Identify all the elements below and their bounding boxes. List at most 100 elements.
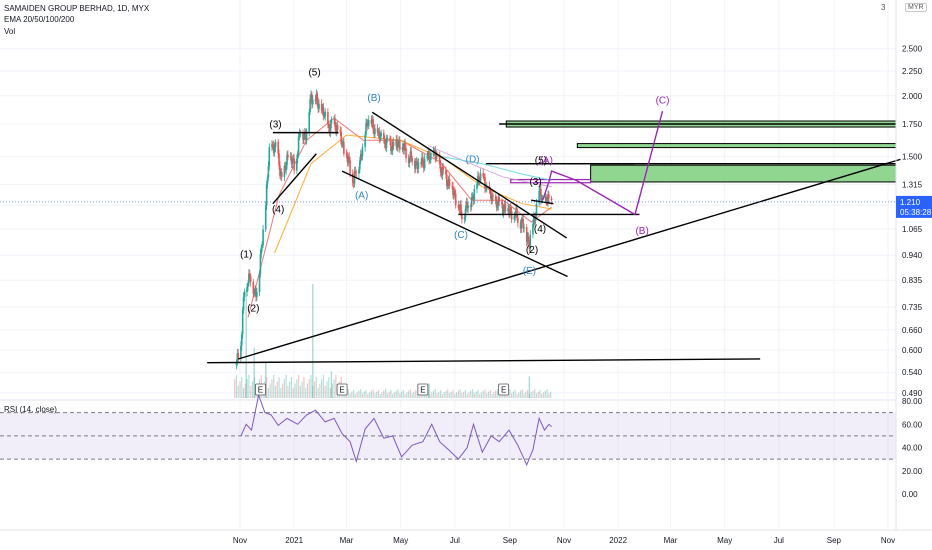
volume-bar: [438, 391, 440, 398]
volume-spike: [245, 290, 247, 398]
candle-body: [391, 141, 394, 151]
candle-body: [360, 154, 363, 157]
candle-body: [489, 189, 492, 195]
volume-bar: [246, 379, 248, 398]
candle-body: [447, 178, 450, 185]
candle-body: [359, 154, 362, 161]
candle-body: [422, 163, 425, 169]
candle-body: [318, 103, 320, 110]
candle-body: [539, 188, 541, 191]
volume-spike: [528, 376, 531, 398]
volume-bar: [413, 391, 415, 398]
candle-body: [297, 136, 300, 154]
volume-bar: [550, 391, 552, 398]
candle-body: [345, 153, 348, 156]
candle-body: [383, 138, 386, 144]
candle-body: [366, 122, 368, 124]
volume-legend[interactable]: Vol: [4, 27, 16, 36]
candle-body: [240, 334, 243, 346]
volume-bar: [395, 390, 397, 398]
candle-body: [258, 274, 261, 293]
candle-body: [392, 141, 395, 147]
candle-body: [458, 207, 461, 210]
volume-bar: [266, 377, 268, 398]
candle-body: [421, 157, 423, 164]
currency-badge[interactable]: MYR: [905, 3, 927, 12]
volume-spike: [253, 347, 255, 398]
wave-label: (A): [540, 156, 553, 167]
volume-bar: [511, 393, 513, 398]
trend-line: [371, 111, 568, 239]
candle-body: [343, 142, 345, 154]
volume-bar: [455, 392, 458, 398]
volume-bar: [525, 391, 527, 398]
candle-body: [525, 227, 528, 243]
candle-body: [334, 118, 336, 127]
candle-body: [327, 123, 330, 129]
volume-bar: [521, 389, 523, 398]
candle-body: [396, 139, 398, 148]
volume-bar: [335, 374, 337, 398]
volume-bar: [537, 391, 539, 398]
rsi-legend[interactable]: RSI (14, close): [4, 405, 57, 414]
volume-bar: [408, 390, 410, 398]
volume-bar: [251, 381, 254, 398]
candle-body: [515, 208, 517, 214]
rsi-pane: [0, 393, 896, 467]
time-tick-label: 2022: [609, 536, 627, 545]
earnings-marker: [417, 383, 429, 396]
volume-bar: [434, 389, 436, 398]
candle-body: [298, 132, 301, 137]
volume-bar: [349, 393, 351, 398]
candle-body: [526, 236, 529, 243]
volume-bar: [326, 381, 328, 398]
candle-body: [509, 207, 512, 212]
volume-bar: [317, 388, 319, 398]
volume-bar: [289, 381, 291, 398]
candle-body: [440, 172, 443, 176]
volume-bar: [234, 379, 236, 398]
volume-bar: [468, 392, 470, 398]
volume-bar: [404, 394, 406, 398]
candle-body: [274, 141, 277, 147]
candle-body: [380, 132, 382, 136]
volume-bar: [253, 377, 255, 398]
candle-body: [272, 144, 274, 146]
volume-bar: [393, 392, 396, 398]
wave-label: (C): [656, 95, 670, 106]
candle-body: [490, 194, 493, 201]
candle-body: [311, 94, 313, 105]
candle-body: [358, 169, 360, 174]
volume-bar: [452, 390, 454, 398]
projection-line: [542, 110, 664, 216]
wave-label: (A): [355, 190, 368, 201]
candle-body: [261, 245, 263, 248]
time-tick-label: Sep: [503, 536, 518, 545]
volume-bar: [283, 379, 285, 398]
time-tick-label: 2021: [285, 536, 303, 545]
candle-body: [266, 177, 269, 185]
candle-body: [359, 160, 361, 170]
volume-bar: [447, 389, 449, 398]
wave-label: (D): [466, 154, 480, 165]
volume-bar: [321, 379, 323, 398]
wave-label: (5): [308, 68, 320, 79]
candle-body: [516, 208, 518, 218]
symbol-title[interactable]: SAMAIDEN GROUP BERHAD, 1D, MYX: [4, 4, 150, 13]
candle-body: [401, 147, 404, 150]
volume-bar: [306, 383, 309, 398]
volume-bar: [416, 394, 419, 398]
volume-bar: [491, 394, 493, 398]
volume-bar: [402, 390, 404, 398]
volume-bar: [431, 392, 433, 398]
ema-legend[interactable]: EMA 20/50/100/200: [4, 15, 75, 24]
candle-body: [546, 200, 548, 203]
wave-label: (4): [534, 224, 546, 235]
volume-bar: [250, 385, 252, 398]
candle-body: [303, 137, 305, 140]
trend-line: [341, 170, 568, 278]
candle-body: [522, 218, 524, 229]
volume-bar: [241, 377, 243, 398]
candle-body: [305, 131, 308, 141]
